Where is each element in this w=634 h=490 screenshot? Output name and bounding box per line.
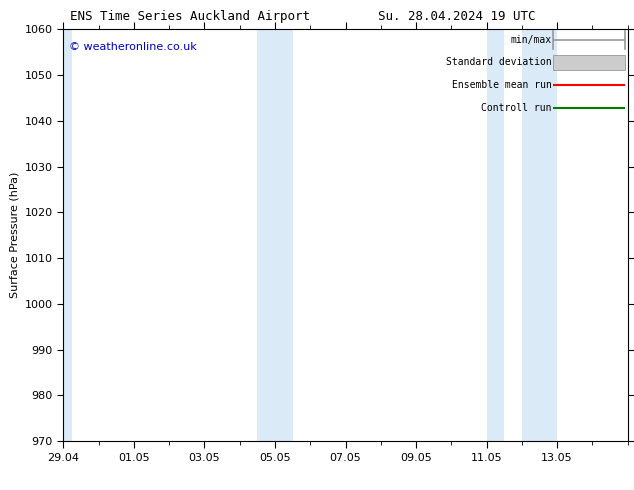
FancyBboxPatch shape (553, 54, 625, 70)
Text: min/max: min/max (510, 35, 552, 45)
Y-axis label: Surface Pressure (hPa): Surface Pressure (hPa) (10, 172, 19, 298)
Bar (522, 29, 557, 441)
Bar (487, 29, 504, 441)
Text: Su. 28.04.2024 19 UTC: Su. 28.04.2024 19 UTC (378, 10, 535, 23)
Bar (257, 29, 293, 441)
Bar (63, 29, 72, 441)
Text: Ensemble mean run: Ensemble mean run (451, 80, 552, 90)
Text: ENS Time Series Auckland Airport: ENS Time Series Auckland Airport (70, 10, 310, 23)
Text: Controll run: Controll run (481, 102, 552, 113)
Text: Standard deviation: Standard deviation (446, 57, 552, 67)
Text: © weatheronline.co.uk: © weatheronline.co.uk (69, 42, 197, 52)
